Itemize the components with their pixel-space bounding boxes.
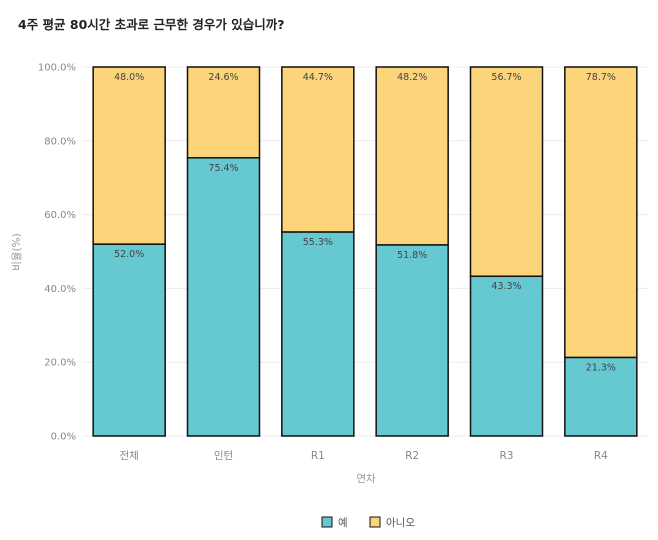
data-label: 44.7% — [303, 72, 333, 83]
data-labels: 52.0% 48.0% 75.4% 24.6% 55.3% 44.7% 51.8% 48.2%… — [114, 72, 616, 373]
bar-segment — [186, 157, 261, 437]
y-tick-label: 60.0% — [44, 210, 76, 221]
data-label: 48.2% — [397, 72, 427, 83]
legend-label: 아니오 — [386, 517, 415, 529]
bar-segment — [92, 243, 166, 437]
legend-swatch — [321, 516, 333, 528]
data-label: 48.0% — [114, 72, 144, 83]
x-tick-label: 전체 — [120, 450, 139, 462]
legend-swatch — [369, 516, 381, 528]
legend: 예 아니오 — [321, 516, 415, 529]
bar-segment — [564, 66, 638, 359]
y-tick-label: 20.0% — [44, 358, 76, 369]
bar-segment — [469, 66, 544, 277]
x-tick-label: R4 — [594, 450, 608, 462]
bar-segment — [186, 66, 261, 159]
bar-segment — [564, 356, 638, 437]
y-tick-label: 100.0% — [38, 63, 76, 74]
data-label: 21.3% — [586, 362, 616, 373]
bars — [92, 66, 638, 437]
x-tick-label: R2 — [405, 450, 419, 462]
data-label: 52.0% — [114, 249, 144, 260]
bar-segment — [375, 66, 449, 246]
y-axis-ticks: 0.0% 20.0% 40.0% 60.0% 80.0% 100.0% — [38, 63, 76, 443]
x-tick-label: R1 — [311, 450, 325, 462]
legend-label: 예 — [338, 516, 348, 529]
x-tick-label: 인턴 — [214, 450, 233, 462]
x-axis-title: 연차 — [356, 473, 376, 485]
y-tick-label: 0.0% — [51, 432, 76, 443]
y-axis-title: 비율(%) — [11, 233, 23, 271]
data-label: 55.3% — [303, 237, 333, 248]
x-tick-label: R3 — [500, 450, 514, 462]
y-tick-label: 80.0% — [44, 136, 76, 147]
chart-title: 4주 평균 80시간 초과로 근무한 경우가 있습니까? — [18, 17, 285, 32]
bar-segment — [281, 231, 355, 437]
grid-lines — [82, 66, 648, 437]
data-label: 43.3% — [491, 281, 521, 292]
data-label: 56.7% — [491, 72, 521, 83]
bar-segment — [469, 275, 544, 437]
bar-segment — [375, 244, 449, 437]
y-tick-label: 40.0% — [44, 284, 76, 295]
data-label: 78.7% — [586, 72, 616, 83]
data-label: 24.6% — [208, 72, 238, 83]
bar-segment — [281, 66, 355, 233]
data-label: 75.4% — [208, 163, 238, 174]
data-label: 51.8% — [397, 250, 427, 261]
bar-segment — [92, 66, 166, 245]
x-axis-ticks: 전체 인턴 R1 R2 R3 R4 — [120, 450, 609, 462]
